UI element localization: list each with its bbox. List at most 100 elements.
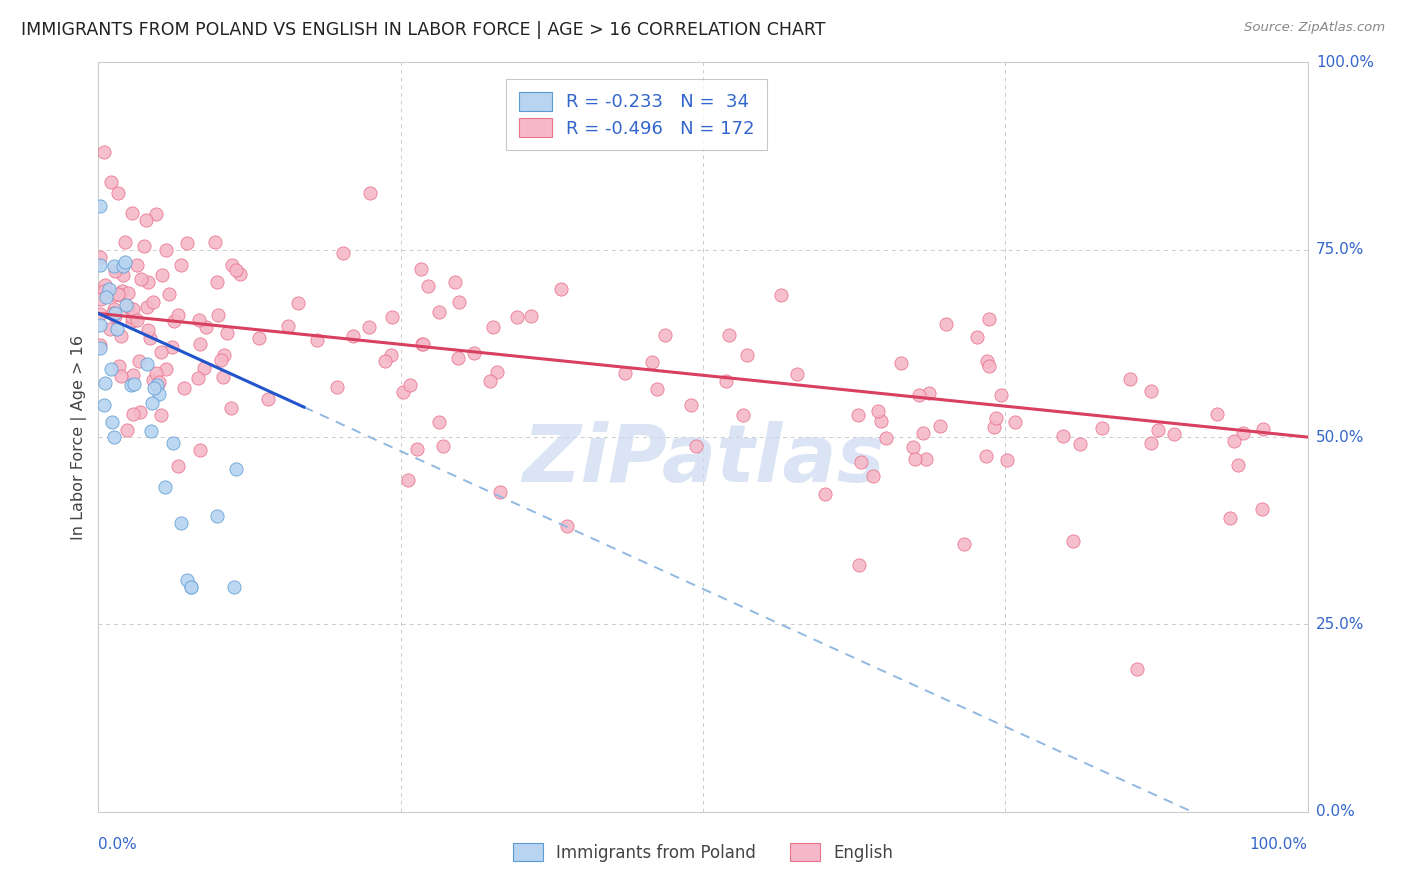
Text: 0.0%: 0.0% (98, 837, 138, 852)
Point (145, 378, 167, 392)
Point (918, 386, 941, 401)
Point (222, 580, 245, 594)
Point (150, 345, 173, 359)
Point (111, 268, 134, 282)
Point (162, 341, 184, 355)
Point (550, 282, 572, 296)
Legend: Immigrants from Poland, English: Immigrants from Poland, English (505, 835, 901, 871)
Point (277, 318, 299, 333)
Point (463, 345, 485, 359)
Point (110, 328, 132, 343)
Point (901, 440, 924, 454)
Point (489, 485, 512, 500)
Point (94, 290, 117, 304)
Point (907, 388, 929, 402)
Point (187, 371, 209, 385)
Point (1232, 425, 1254, 440)
Point (105, 322, 128, 336)
Point (163, 314, 186, 328)
Point (1062, 534, 1084, 549)
Point (966, 330, 988, 344)
Point (150, 268, 173, 282)
Point (122, 302, 145, 317)
Point (122, 407, 145, 421)
Point (396, 473, 419, 487)
Point (176, 574, 198, 588)
Point (176, 235, 198, 250)
Point (416, 279, 439, 293)
Point (145, 366, 167, 380)
Point (136, 323, 159, 337)
Point (1163, 427, 1185, 442)
Point (1052, 429, 1074, 443)
Point (685, 439, 707, 453)
Point (89, 307, 111, 321)
Point (974, 449, 997, 463)
Point (482, 320, 505, 334)
Point (115, 297, 138, 311)
Point (890, 355, 912, 369)
Point (94, 277, 117, 292)
Point (221, 401, 243, 415)
Point (188, 312, 211, 326)
Point (875, 431, 897, 445)
Point (447, 294, 470, 309)
Point (307, 333, 329, 347)
Text: 25.0%: 25.0% (1316, 617, 1364, 632)
Point (117, 301, 139, 315)
Text: 0.0%: 0.0% (1316, 805, 1354, 819)
Point (984, 410, 1007, 425)
Point (136, 300, 159, 314)
Point (205, 275, 228, 289)
Point (93, 285, 115, 299)
Point (89, 338, 111, 352)
Point (100, 175, 122, 189)
Point (128, 353, 150, 368)
Point (976, 353, 998, 368)
Point (214, 348, 236, 362)
Point (1125, 662, 1147, 676)
Point (848, 558, 870, 572)
Point (188, 336, 211, 351)
Point (287, 296, 309, 310)
Point (645, 382, 668, 396)
Point (134, 239, 156, 253)
Point (326, 380, 349, 394)
Point (111, 284, 134, 298)
Point (446, 351, 468, 365)
Point (167, 459, 190, 474)
Point (136, 275, 159, 289)
Point (412, 337, 434, 351)
Point (204, 235, 226, 249)
Point (359, 320, 381, 334)
Point (129, 405, 152, 419)
Point (104, 306, 127, 320)
Point (995, 452, 1018, 467)
Point (157, 287, 180, 301)
Point (427, 305, 450, 319)
Point (506, 310, 529, 324)
Point (392, 385, 415, 400)
Point (869, 414, 891, 428)
Text: 50.0%: 50.0% (1316, 430, 1364, 444)
Point (170, 259, 193, 273)
Point (107, 186, 129, 200)
Point (104, 264, 127, 278)
Point (1004, 416, 1026, 430)
Point (718, 328, 741, 343)
Point (229, 267, 252, 281)
Point (103, 430, 125, 444)
Point (406, 442, 429, 456)
Point (93, 398, 115, 412)
Point (103, 301, 125, 316)
Point (380, 348, 402, 362)
Point (1251, 502, 1274, 516)
Point (714, 374, 737, 388)
Point (399, 377, 422, 392)
Point (148, 387, 170, 401)
Point (862, 468, 884, 483)
Point (89, 341, 111, 355)
Point (170, 516, 193, 530)
Point (1226, 458, 1249, 472)
Point (641, 355, 664, 369)
